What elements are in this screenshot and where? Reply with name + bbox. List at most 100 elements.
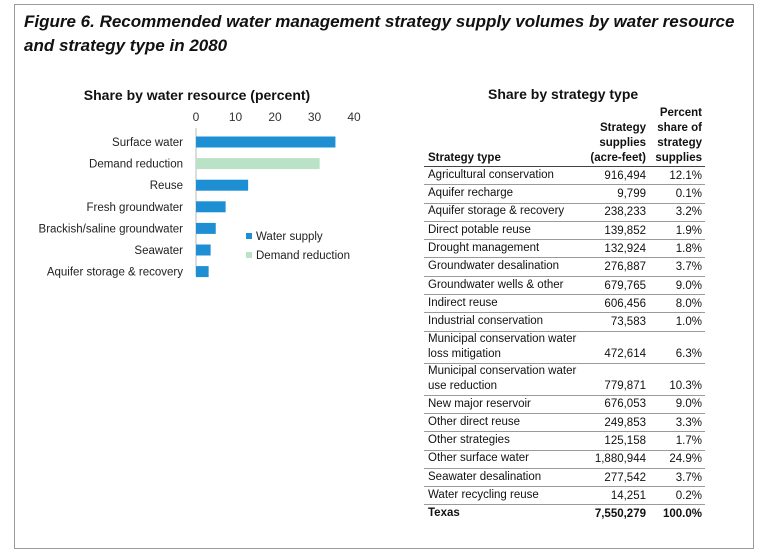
figure-frame (14, 4, 754, 549)
total-label-cell: Texas (428, 507, 460, 520)
strategy-supplies-cell: 1,880,944 (583, 450, 649, 469)
header-percent-share: Percent share of strategy supplies (649, 106, 705, 167)
strategy-supplies-cell: 916,494 (583, 166, 649, 186)
category-label: Demand reduction (89, 159, 183, 171)
percent-share-cell: 10.3% (649, 363, 705, 396)
strategy-type-cell: Industrial conservation (424, 312, 583, 332)
percent-share-cell: 12.1% (649, 166, 705, 186)
x-tick-label: 20 (268, 110, 282, 124)
strategy-type-cell: Groundwater wells & other (424, 276, 583, 296)
table-row: Municipal conservation water use reducti… (424, 363, 705, 396)
table-row: Water recycling reuse 14,251 0.2% (424, 486, 705, 506)
strategy-supplies-cell: 14,251 (583, 486, 649, 506)
table-row: Groundwater desalination 276,887 3.7% (424, 257, 705, 277)
bar (196, 158, 320, 170)
table-title: Share by strategy type (488, 86, 639, 102)
strategy-type-cell: Municipal conservation water use reducti… (424, 363, 583, 396)
strategy-table: Strategy type Strategy supplies (acre-fe… (424, 106, 705, 523)
strategy-supplies-cell: 676,053 (583, 395, 649, 414)
legend-label: Demand reduction (256, 250, 350, 262)
strategy-type-cell: Agricultural conservation (424, 166, 583, 186)
table-row: Industrial conservation 73,583 1.0% (424, 312, 705, 332)
percent-share-cell: 1.7% (649, 431, 705, 451)
table-row: Aquifer storage & recovery 238,233 3.2% (424, 203, 705, 222)
legend-swatch (246, 233, 252, 239)
bar (196, 136, 336, 148)
strategy-supplies-cell: 606,456 (583, 294, 649, 314)
category-label: Surface water (112, 137, 183, 149)
header-strategy-supplies: Strategy supplies (acre-feet) (583, 106, 649, 167)
strategy-type-cell: Drought management (424, 239, 583, 259)
percent-share-cell: 0.2% (649, 486, 705, 506)
category-label: Fresh groundwater (86, 202, 183, 214)
table-row: New major reservoir 676,053 9.0% (424, 395, 705, 414)
percent-share-cell: 9.0% (649, 395, 705, 414)
table-row: Groundwater wells & other 679,765 9.0% (424, 276, 705, 296)
percent-share-cell: 3.3% (649, 413, 705, 433)
strategy-type-cell: Municipal conservation water loss mitiga… (424, 331, 583, 364)
strategy-supplies-cell: 9,799 (583, 184, 649, 204)
header-strategy-type: Strategy type (424, 106, 583, 167)
x-tick-label: 0 (193, 110, 200, 124)
percent-share-cell: 8.0% (649, 294, 705, 314)
percent-share-cell: 3.7% (649, 257, 705, 277)
percent-share-cell: 1.9% (649, 221, 705, 241)
x-tick-label: 30 (308, 110, 322, 124)
strategy-supplies-cell: 249,853 (583, 413, 649, 433)
strategy-type-cell: Aquifer storage & recovery (424, 203, 583, 222)
total-supplies-cell: 7,550,279 (594, 508, 646, 521)
percent-share-cell: 1.8% (649, 239, 705, 259)
strategy-type-cell: Indirect reuse (424, 294, 583, 314)
percent-share-cell: 6.3% (649, 331, 705, 364)
bar (196, 222, 216, 234)
strategy-type-cell: Other direct reuse (424, 413, 583, 433)
legend-swatch (246, 252, 252, 258)
strategy-type-cell: Direct potable reuse (424, 221, 583, 241)
category-label: Aquifer storage & recovery (47, 267, 183, 279)
strategy-supplies-cell: 238,233 (583, 203, 649, 222)
table-row: Indirect reuse 606,456 8.0% (424, 294, 705, 314)
percent-share-cell: 0.1% (649, 184, 705, 204)
strategy-supplies-cell: 679,765 (583, 276, 649, 296)
table-row: Municipal conservation water loss mitiga… (424, 331, 705, 364)
strategy-supplies-cell: 139,852 (583, 221, 649, 241)
table-row: Drought management 132,924 1.8% (424, 239, 705, 259)
bar (196, 266, 209, 278)
strategy-type-cell: Other surface water (424, 450, 583, 469)
table-row: Aquifer recharge 9,799 0.1% (424, 184, 705, 204)
bar (196, 244, 211, 256)
table-total-row: Texas 7,550,279 100.0% (424, 505, 705, 523)
strategy-supplies-cell: 472,614 (583, 331, 649, 364)
legend-label: Water supply (256, 231, 323, 243)
table-row: Agricultural conservation 916,494 12.1% (424, 166, 705, 186)
table-header-row: Strategy type Strategy supplies (acre-fe… (424, 106, 705, 167)
category-label: Brackish/saline groundwater (39, 223, 184, 235)
strategy-type-cell: Aquifer recharge (424, 184, 583, 204)
chart-title: Share by water resource (percent) (84, 87, 310, 103)
percent-share-cell: 24.9% (649, 450, 705, 469)
percent-share-cell: 3.7% (649, 468, 705, 488)
strategy-type-cell: New major reservoir (424, 395, 583, 414)
total-percent-cell: 100.0% (662, 508, 702, 521)
percent-share-cell: 1.0% (649, 312, 705, 332)
category-label: Reuse (150, 180, 183, 192)
strategy-supplies-cell: 73,583 (583, 312, 649, 332)
strategy-type-cell: Groundwater desalination (424, 257, 583, 277)
table-row: Other direct reuse 249,853 3.3% (424, 413, 705, 433)
x-tick-label: 10 (229, 110, 243, 124)
strategy-supplies-cell: 125,158 (583, 431, 649, 451)
strategy-supplies-cell: 276,887 (583, 257, 649, 277)
strategy-type-cell: Other strategies (424, 431, 583, 451)
x-tick-label: 40 (347, 110, 361, 124)
strategy-supplies-cell: 277,542 (583, 468, 649, 488)
table-row: Seawater desalination 277,542 3.7% (424, 468, 705, 488)
percent-share-cell: 9.0% (649, 276, 705, 296)
percent-share-cell: 3.2% (649, 203, 705, 222)
bar (196, 179, 249, 191)
strategy-supplies-cell: 132,924 (583, 239, 649, 259)
figure-title: Figure 6. Recommended water management s… (24, 12, 735, 55)
strategy-type-cell: Seawater desalination (424, 468, 583, 488)
strategy-type-cell: Water recycling reuse (424, 486, 583, 506)
table-row: Direct potable reuse 139,852 1.9% (424, 221, 705, 241)
